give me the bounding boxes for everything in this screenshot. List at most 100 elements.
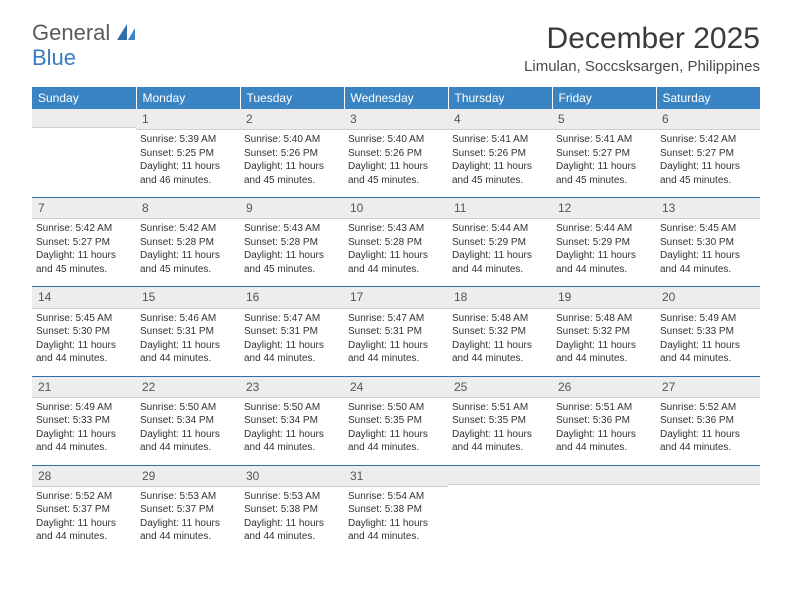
calendar-day-cell [656,465,760,554]
daylight-text: Daylight: 11 hours [244,428,340,442]
day-number: 31 [344,466,448,487]
calendar-day-cell: 5Sunrise: 5:41 AMSunset: 5:27 PMDaylight… [552,109,656,198]
calendar-day-cell: 4Sunrise: 5:41 AMSunset: 5:26 PMDaylight… [448,109,552,198]
daylight-text: and 44 minutes. [660,263,756,277]
daylight-text: and 44 minutes. [244,530,340,544]
sunrise-text: Sunrise: 5:42 AM [36,222,132,236]
calendar-day-cell: 15Sunrise: 5:46 AMSunset: 5:31 PMDayligh… [136,287,240,376]
sunset-text: Sunset: 5:34 PM [244,414,340,428]
daylight-text: Daylight: 11 hours [452,249,548,263]
sunset-text: Sunset: 5:29 PM [556,236,652,250]
sunrise-text: Sunrise: 5:41 AM [452,133,548,147]
day-number: 19 [552,287,656,308]
daylight-text: Daylight: 11 hours [140,160,236,174]
daylight-text: Daylight: 11 hours [36,339,132,353]
sunset-text: Sunset: 5:28 PM [244,236,340,250]
calendar-day-cell: 17Sunrise: 5:47 AMSunset: 5:31 PMDayligh… [344,287,448,376]
day-number: 11 [448,198,552,219]
sunset-text: Sunset: 5:29 PM [452,236,548,250]
calendar-table: Sunday Monday Tuesday Wednesday Thursday… [32,87,760,554]
page-header: General Blue December 2025 Limulan, Socc… [32,22,760,75]
daylight-text: and 44 minutes. [348,530,444,544]
sunrise-text: Sunrise: 5:51 AM [452,401,548,415]
sunrise-text: Sunrise: 5:45 AM [660,222,756,236]
sunrise-text: Sunrise: 5:54 AM [348,490,444,504]
daylight-text: Daylight: 11 hours [244,517,340,531]
sunset-text: Sunset: 5:33 PM [36,414,132,428]
day-header: Thursday [448,87,552,109]
calendar-day-cell: 7Sunrise: 5:42 AMSunset: 5:27 PMDaylight… [32,198,136,287]
calendar-week-row: 14Sunrise: 5:45 AMSunset: 5:30 PMDayligh… [32,287,760,376]
logo-text-block: General Blue [32,22,137,71]
calendar-day-cell: 20Sunrise: 5:49 AMSunset: 5:33 PMDayligh… [656,287,760,376]
sunrise-text: Sunrise: 5:49 AM [660,312,756,326]
sunset-text: Sunset: 5:27 PM [36,236,132,250]
day-number: 7 [32,198,136,219]
sunset-text: Sunset: 5:36 PM [660,414,756,428]
sunrise-text: Sunrise: 5:52 AM [660,401,756,415]
sunrise-text: Sunrise: 5:50 AM [140,401,236,415]
sunset-text: Sunset: 5:36 PM [556,414,652,428]
daylight-text: and 44 minutes. [244,352,340,366]
sunrise-text: Sunrise: 5:53 AM [140,490,236,504]
daylight-text: Daylight: 11 hours [452,428,548,442]
daylight-text: Daylight: 11 hours [556,160,652,174]
sunset-text: Sunset: 5:38 PM [244,503,340,517]
day-number: 3 [344,109,448,130]
sunset-text: Sunset: 5:33 PM [660,325,756,339]
sunrise-text: Sunrise: 5:45 AM [36,312,132,326]
sunrise-text: Sunrise: 5:51 AM [556,401,652,415]
sunrise-text: Sunrise: 5:44 AM [556,222,652,236]
day-number: 17 [344,287,448,308]
calendar-day-cell: 9Sunrise: 5:43 AMSunset: 5:28 PMDaylight… [240,198,344,287]
day-number: 25 [448,377,552,398]
daylight-text: Daylight: 11 hours [660,160,756,174]
daylight-text: and 44 minutes. [36,530,132,544]
daylight-text: and 45 minutes. [36,263,132,277]
daylight-text: Daylight: 11 hours [140,517,236,531]
daylight-text: Daylight: 11 hours [140,249,236,263]
day-number: 13 [656,198,760,219]
daylight-text: and 44 minutes. [348,263,444,277]
sunrise-text: Sunrise: 5:50 AM [348,401,444,415]
daylight-text: and 45 minutes. [556,174,652,188]
daylight-text: Daylight: 11 hours [556,249,652,263]
calendar-day-cell: 22Sunrise: 5:50 AMSunset: 5:34 PMDayligh… [136,376,240,465]
calendar-day-cell: 1Sunrise: 5:39 AMSunset: 5:25 PMDaylight… [136,109,240,198]
day-number: 8 [136,198,240,219]
logo-word1: General [32,20,110,45]
calendar-day-cell: 26Sunrise: 5:51 AMSunset: 5:36 PMDayligh… [552,376,656,465]
daylight-text: and 44 minutes. [660,441,756,455]
day-number: 12 [552,198,656,219]
daylight-text: Daylight: 11 hours [140,428,236,442]
day-number: 21 [32,377,136,398]
day-number: 4 [448,109,552,130]
daylight-text: and 44 minutes. [36,441,132,455]
day-number: 28 [32,466,136,487]
sunrise-text: Sunrise: 5:48 AM [556,312,652,326]
day-number: 16 [240,287,344,308]
daylight-text: and 44 minutes. [452,263,548,277]
daylight-text: and 44 minutes. [556,352,652,366]
calendar-page: General Blue December 2025 Limulan, Socc… [0,0,792,576]
daylight-text: and 44 minutes. [140,530,236,544]
daylight-text: and 44 minutes. [452,441,548,455]
daylight-text: Daylight: 11 hours [452,339,548,353]
daylight-text: and 45 minutes. [244,174,340,188]
calendar-week-row: 28Sunrise: 5:52 AMSunset: 5:37 PMDayligh… [32,465,760,554]
daylight-text: Daylight: 11 hours [244,249,340,263]
sunset-text: Sunset: 5:28 PM [348,236,444,250]
calendar-day-cell: 21Sunrise: 5:49 AMSunset: 5:33 PMDayligh… [32,376,136,465]
daylight-text: Daylight: 11 hours [140,339,236,353]
logo-word2: Blue [32,45,76,70]
day-header: Friday [552,87,656,109]
sunset-text: Sunset: 5:26 PM [348,147,444,161]
daylight-text: Daylight: 11 hours [348,517,444,531]
sunset-text: Sunset: 5:26 PM [244,147,340,161]
day-number: 30 [240,466,344,487]
calendar-day-cell: 31Sunrise: 5:54 AMSunset: 5:38 PMDayligh… [344,465,448,554]
location-text: Limulan, Soccsksargen, Philippines [524,58,760,75]
sunset-text: Sunset: 5:35 PM [348,414,444,428]
day-number: 26 [552,377,656,398]
daylight-text: and 44 minutes. [348,352,444,366]
